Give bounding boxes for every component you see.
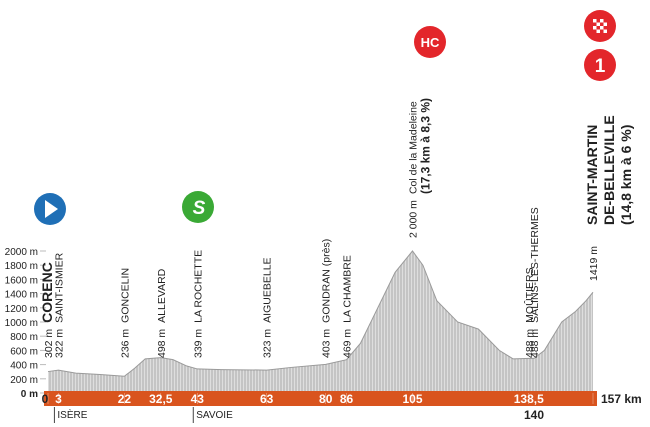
x-tick-label: 105 [402,392,422,406]
altitude: 339 m [192,329,204,358]
location-label: 403 m GONDRAN (près) [321,239,333,358]
finish-badge [584,49,616,81]
sprint-text: S [193,198,206,219]
location-name: LA ROCHETTE [192,250,204,323]
x-tick-below: 140 [524,408,544,422]
location-name: CORENC [39,262,55,323]
location-label: 498 m ALLEVARD [156,268,168,358]
checker [593,19,597,23]
x-tick-label: 138,5 [514,392,544,406]
distance-bar [44,391,597,406]
checker [600,19,604,23]
location-label: 488 m MOÛTIERS [523,267,536,358]
checker [600,26,604,30]
location-label: 322 m SAINT-ISMIER [53,252,65,358]
x-tick-label: 63 [260,392,274,406]
x-tick-label: 157 km [601,392,642,406]
altitude: 488 m [524,329,536,358]
checker [603,22,607,26]
y-tick-label: 1200 m [5,304,38,315]
finish-category: 1 [595,56,606,77]
profile-area [48,251,593,393]
x-tick-label: 80 [319,392,333,406]
y-tick-label: 1600 m [5,275,38,286]
y-tick-label: 1000 m [5,318,38,329]
profile-line [47,250,594,377]
altitude: 498 m [156,329,168,358]
location-label: 488 m SALINS-LES-THERMES [529,207,541,358]
climb-category: HC [421,35,440,50]
y-tick-label: 600 m [10,346,38,357]
x-tick-label: 22 [118,392,132,406]
sprint-badge [182,191,214,223]
altitude: 1419 m [588,246,600,281]
location-name: SAINT-ISMIER [53,252,65,322]
location-label: 339 m LA ROCHETTE [192,250,204,358]
altitude: 2 000 m [407,200,419,238]
checker [593,26,597,30]
altitude: 322 m [53,329,65,358]
location-name: MOÛTIERS [523,267,536,322]
location-label: 323 m AIGUEBELLE [262,257,274,358]
location-name: SAINT-MARTIN [584,125,600,225]
x-tick-label: 0 [42,392,49,406]
location-name: ALLEVARD [156,268,168,322]
location-name: AIGUEBELLE [262,257,274,322]
location-name: DE-BELLEVILLE [601,115,617,225]
y-tick-label: 200 m [10,375,38,386]
altitude: 403 m [321,329,333,358]
region-label: SAVOIE [196,410,233,421]
y-tick-label: 800 m [10,332,38,343]
y-tick-label: 2000 m [5,247,38,258]
location-name: SALINS-LES-THERMES [529,207,541,323]
location-name: Col de la Madeleine [407,101,419,194]
altitude: 323 m [262,329,274,358]
region-label: ISÈRE [57,408,87,421]
checker [596,29,600,33]
altitude: 488 m [529,329,541,358]
y-tick-label: 0 m [21,389,38,400]
location-label: 302 m CORENC [39,262,55,358]
altitude: 302 m [43,329,55,358]
x-tick-label: 3 [55,392,62,406]
location-label: 469 m LA CHAMBRE [342,255,354,358]
climb-note: (17,3 km à 8,3 %) [418,98,432,194]
climb-note: (14,8 km à 6 %) [618,125,634,225]
x-tick-label: 32,5 [149,392,173,406]
location-name: GONCELIN [119,268,131,323]
altitude: 469 m [342,329,354,358]
y-tick-label: 1800 m [5,261,38,272]
y-tick-label: 1400 m [5,290,38,301]
start-icon [45,200,58,218]
location-label: 2 000 m Col de la Madeleine (17,3 km à 8,3… [407,98,432,238]
location-label: 236 m GONCELIN [119,268,131,358]
location-label: 1419 m SAINT-MARTIN DE-BELLEVILLE (14,8 km … [584,115,634,281]
checker [603,29,607,33]
altitude: 236 m [119,329,131,358]
location-name: LA CHAMBRE [342,255,354,323]
checker [596,22,600,26]
y-tick-label: 400 m [10,361,38,372]
x-tick-label: 43 [191,392,205,406]
location-name: GONDRAN (près) [321,239,333,323]
x-tick-label: 86 [340,392,354,406]
climb-badge [414,26,446,58]
